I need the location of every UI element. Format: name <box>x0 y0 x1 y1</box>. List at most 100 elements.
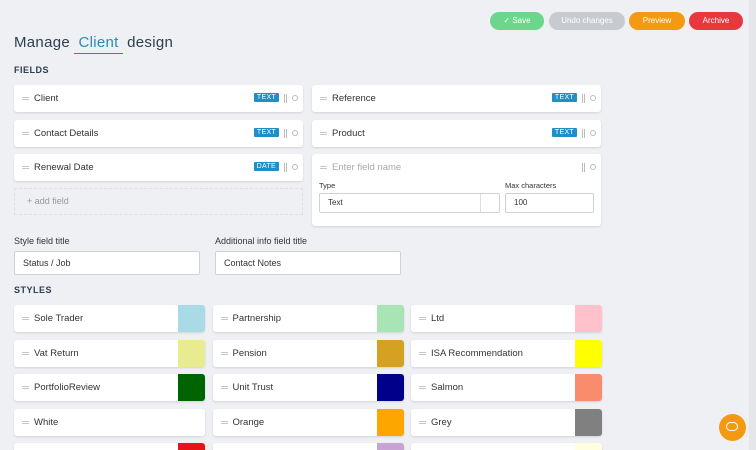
field-name-input[interactable]: Enter field name <box>332 162 402 173</box>
style-card[interactable] <box>411 443 602 450</box>
field-card[interactable]: Contact Details TEXT <box>14 119 303 147</box>
drag-handle <box>22 351 29 353</box>
settings-icon[interactable] <box>292 95 298 101</box>
button-label: Preview <box>642 16 672 25</box>
style-title-label: Style field title <box>14 236 70 246</box>
color-swatch[interactable] <box>376 339 404 367</box>
type-value: Text <box>328 198 343 207</box>
page-title: Manage Client design <box>14 34 173 54</box>
field-card[interactable]: Renewal Date DATE <box>14 154 303 181</box>
field-label: Reference <box>332 93 376 104</box>
settings-icon[interactable] <box>590 129 596 136</box>
section-heading: STYLES <box>14 285 53 295</box>
select-arrow <box>480 194 499 212</box>
field-label: Client <box>34 93 59 104</box>
settings-icon[interactable] <box>292 164 298 170</box>
style-card[interactable]: PortfolioReview <box>14 374 205 401</box>
button-label: Save <box>512 16 531 25</box>
color-swatch[interactable] <box>575 374 602 401</box>
field-type-tag: TEXT <box>551 93 577 102</box>
field-type-tag: TEXT <box>253 127 279 137</box>
color-swatch[interactable] <box>575 339 602 367</box>
input-value: Contact Notes <box>224 258 282 268</box>
type-select[interactable]: Text <box>319 193 500 213</box>
style-card[interactable]: Vat Return <box>14 339 205 367</box>
menu-icon[interactable] <box>582 128 585 138</box>
field-card[interactable]: Reference TEXT <box>312 85 601 112</box>
field-type-tag: TEXT <box>551 127 577 137</box>
color-swatch[interactable] <box>178 339 205 367</box>
style-card[interactable]: Partnership <box>212 305 404 332</box>
style-card[interactable] <box>14 443 205 450</box>
style-name: Orange <box>232 416 265 428</box>
style-card[interactable]: Salmon <box>411 374 602 401</box>
add-field-label: + add field <box>27 196 69 206</box>
color-swatch[interactable] <box>178 443 205 450</box>
button-label: Archive <box>702 16 730 25</box>
undo-button[interactable]: Undo changes <box>549 12 625 30</box>
style-name: ISA Recommendation <box>431 347 523 359</box>
color-swatch[interactable] <box>376 374 404 401</box>
style-name: Pension <box>232 347 267 359</box>
color-swatch[interactable] <box>376 408 404 436</box>
style-card[interactable]: Sole Trader <box>14 305 205 332</box>
color-swatch[interactable] <box>376 443 404 450</box>
style-card[interactable]: Grey <box>411 408 602 436</box>
style-title-input[interactable]: Status / Job <box>14 251 200 275</box>
style-card[interactable]: Orange <box>212 408 404 436</box>
drag-handle <box>22 166 29 167</box>
field-label: Contact Details <box>34 127 99 139</box>
max-input[interactable]: 100 <box>505 193 594 213</box>
add-field[interactable]: + add field <box>14 188 303 215</box>
settings-icon[interactable] <box>590 164 596 170</box>
menu-icon[interactable] <box>284 94 287 103</box>
archive-button[interactable]: Archive <box>689 12 743 30</box>
field-type-tag: DATE <box>253 162 279 171</box>
drag-handle <box>220 386 228 387</box>
menu-icon[interactable] <box>284 128 287 138</box>
settings-icon[interactable] <box>292 129 298 136</box>
chat-button[interactable] <box>719 414 746 441</box>
field-card[interactable]: Product TEXT <box>312 119 601 147</box>
preview-button[interactable]: Preview <box>629 12 685 30</box>
settings-icon[interactable] <box>590 95 596 101</box>
drag-handle <box>22 420 29 422</box>
new-field-card: Enter field name Type Text Max character… <box>312 154 601 226</box>
title-entity[interactable]: Client <box>74 34 123 54</box>
drag-handle <box>320 97 327 98</box>
max-value: 100 <box>514 198 528 207</box>
color-swatch[interactable] <box>575 443 602 450</box>
drag-handle <box>220 420 228 422</box>
menu-icon[interactable] <box>582 163 585 172</box>
field-card[interactable]: Client TEXT <box>14 85 303 112</box>
color-swatch[interactable] <box>178 305 205 332</box>
menu-icon[interactable] <box>284 163 287 172</box>
style-card[interactable]: Pension <box>212 339 404 367</box>
color-swatch[interactable] <box>178 408 205 436</box>
style-card[interactable]: Unit Trust <box>212 374 404 401</box>
menu-icon[interactable] <box>582 94 585 103</box>
drag-handle <box>22 317 29 318</box>
color-swatch[interactable] <box>178 374 205 401</box>
field-type-tag: TEXT <box>253 93 279 102</box>
drag-handle <box>22 386 29 387</box>
color-swatch[interactable] <box>575 408 602 436</box>
style-card[interactable]: ISA Recommendation <box>411 339 602 367</box>
info-title-input[interactable]: Contact Notes <box>215 251 401 275</box>
drag-handle <box>220 317 228 318</box>
save-button[interactable]: ✓ Save <box>490 12 544 30</box>
style-card[interactable] <box>212 443 404 450</box>
style-name: Vat Return <box>34 347 79 359</box>
style-card[interactable]: Ltd <box>411 305 602 332</box>
input-value: Status / Job <box>23 258 71 268</box>
color-swatch[interactable] <box>376 305 404 332</box>
style-card[interactable]: White <box>14 408 205 436</box>
color-swatch[interactable] <box>575 305 602 332</box>
drag-handle <box>419 317 426 318</box>
style-name: Ltd <box>431 313 445 324</box>
info-title-label: Additional info field title <box>215 236 308 246</box>
scrollbar[interactable] <box>749 0 756 450</box>
chat-icon <box>726 422 738 431</box>
style-name: Salmon <box>431 382 464 393</box>
